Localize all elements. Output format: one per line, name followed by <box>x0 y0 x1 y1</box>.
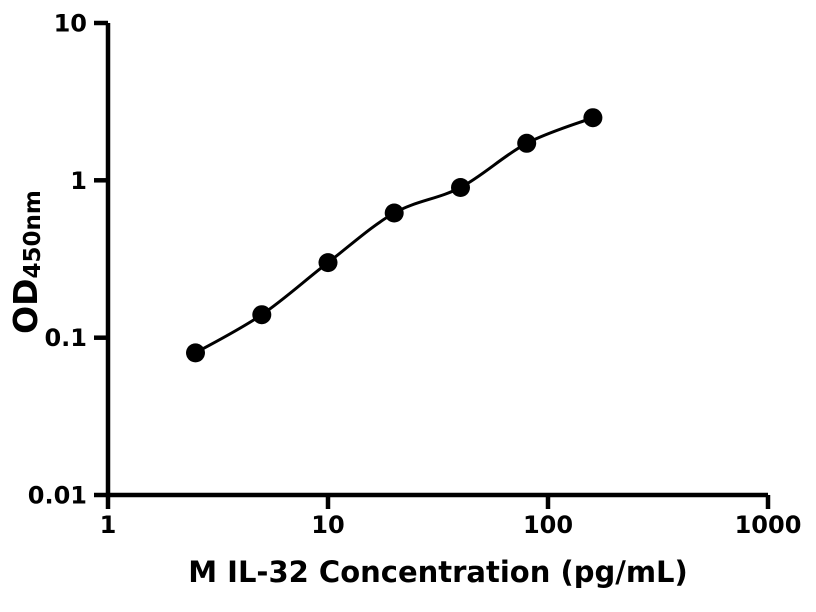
y-axis-tick-label: 0.1 <box>44 324 87 352</box>
y-axis-title: OD450nm <box>6 190 46 334</box>
x-axis-tick-label: 1000 <box>735 511 802 539</box>
data-point-marker <box>517 133 537 153</box>
data-point-marker <box>384 203 404 223</box>
y-axis-tick-label: 0.01 <box>28 482 87 510</box>
x-axis-tick-label: 1 <box>100 511 117 539</box>
data-point-marker <box>583 108 603 128</box>
y-axis-title-subscript: 450nm <box>20 190 46 279</box>
x-axis-tick-label: 10 <box>311 511 344 539</box>
data-point-marker <box>252 305 272 325</box>
x-axis-title: M IL-32 Concentration (pg/mL) <box>188 555 688 589</box>
y-axis-tick-label: 1 <box>70 167 87 195</box>
x-axis-tick-label: 100 <box>523 511 573 539</box>
axis-spine <box>105 23 768 498</box>
data-point-marker <box>318 253 338 273</box>
data-point-marker <box>186 343 205 363</box>
y-axis-title-main: OD <box>6 278 45 334</box>
data-point-marker <box>451 178 470 197</box>
y-axis-tick-label: 10 <box>54 10 87 38</box>
